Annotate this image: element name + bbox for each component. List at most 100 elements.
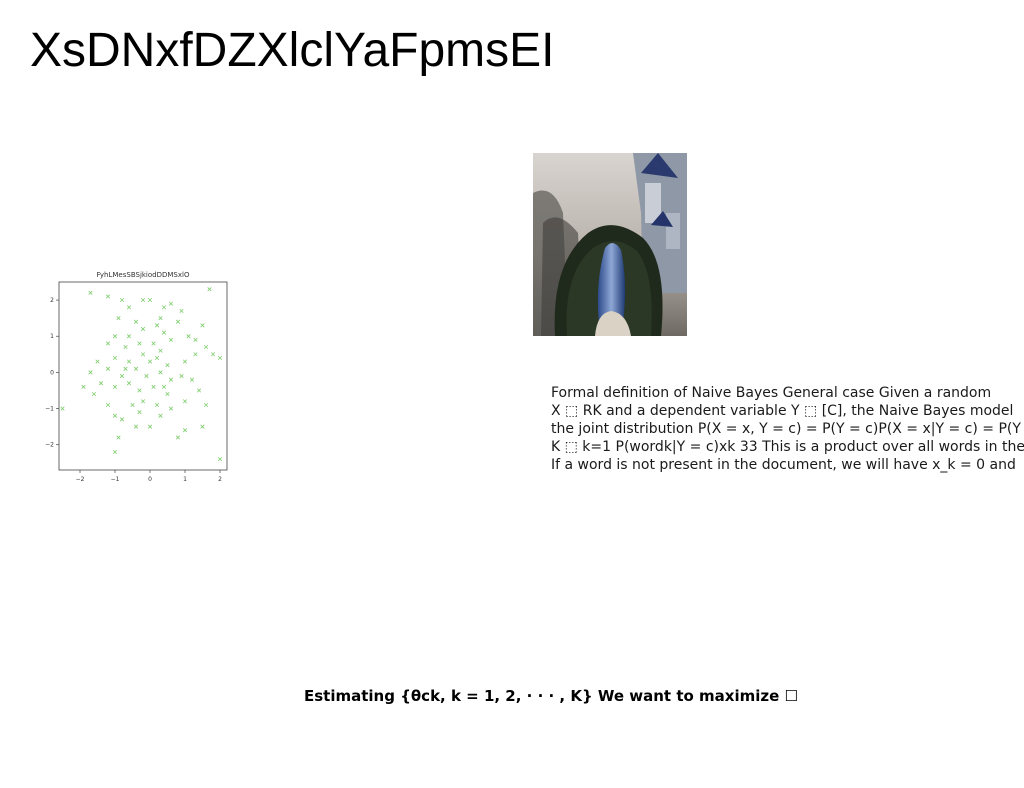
x-tick-label: 0 xyxy=(148,476,152,483)
data-point xyxy=(133,366,139,371)
data-point xyxy=(126,334,132,339)
data-point xyxy=(165,363,170,368)
data-point xyxy=(133,424,139,429)
data-point xyxy=(126,359,132,364)
data-point xyxy=(161,384,167,389)
data-point xyxy=(81,384,86,389)
data-point xyxy=(112,355,118,361)
data-point xyxy=(193,352,198,357)
data-point xyxy=(158,316,163,321)
data-point xyxy=(179,308,184,314)
paragraph-line: K ⬚ k=1 P(wordk|Y = c)xk 33 This is a pr… xyxy=(551,439,1024,455)
data-point xyxy=(189,377,195,382)
data-point xyxy=(105,294,111,299)
data-point xyxy=(140,297,146,303)
data-point xyxy=(200,323,205,328)
data-point xyxy=(133,319,139,324)
data-point xyxy=(175,319,181,324)
paragraph-line: X ⬚ RK and a dependent variable Y ⬚ [C],… xyxy=(551,403,1014,419)
data-point xyxy=(182,399,188,404)
data-point xyxy=(137,341,142,346)
data-point xyxy=(137,410,142,415)
data-point xyxy=(126,381,132,386)
data-point xyxy=(140,326,146,332)
data-point xyxy=(151,384,156,389)
data-point xyxy=(98,381,104,386)
y-tick-label: 2 xyxy=(50,297,54,304)
paragraph-line: Formal definition of Naive Bayes General… xyxy=(551,385,992,401)
data-point xyxy=(186,334,191,339)
data-points xyxy=(60,287,223,462)
data-point xyxy=(182,359,188,364)
paragraph-line: If a word is not present in the document… xyxy=(551,457,1016,473)
x-tick-label: −2 xyxy=(76,476,85,483)
data-point xyxy=(88,290,93,295)
data-point xyxy=(105,402,111,408)
data-point xyxy=(112,413,118,418)
y-tick-label: 0 xyxy=(50,369,54,376)
photo xyxy=(533,153,687,336)
data-point xyxy=(91,391,97,397)
data-point xyxy=(112,449,118,455)
data-point xyxy=(105,366,111,371)
data-point xyxy=(161,305,167,310)
data-point xyxy=(119,297,125,303)
data-point xyxy=(161,330,167,335)
data-point xyxy=(116,316,121,321)
data-point xyxy=(147,297,153,303)
data-point xyxy=(203,402,209,408)
slide-title: XsDNxfDZXlclYaFpmsEI xyxy=(30,24,555,77)
data-point xyxy=(196,388,202,393)
estimating-heading: Estimating {θck, k = 1, 2, · · · , K} We… xyxy=(304,687,798,705)
data-point xyxy=(88,370,93,375)
data-point xyxy=(95,359,100,364)
data-point xyxy=(105,341,111,346)
data-point xyxy=(123,344,128,350)
paragraph: Formal definition of Naive Bayes General… xyxy=(551,384,1024,474)
chart-title: FyhLMesSBSjkiodDDMSxlO xyxy=(97,271,190,279)
data-point xyxy=(137,388,142,393)
data-point xyxy=(165,391,170,397)
y-tick-label: 1 xyxy=(50,333,54,340)
data-point xyxy=(182,428,188,433)
data-point xyxy=(168,301,174,306)
data-point xyxy=(154,323,160,328)
data-point xyxy=(168,377,174,382)
data-point xyxy=(217,355,223,361)
x-tick-label: 1 xyxy=(183,476,187,483)
data-point xyxy=(151,341,156,346)
paragraph-line: the joint distribution P(X = x, Y = c) =… xyxy=(551,421,1024,437)
data-point xyxy=(112,334,118,339)
data-point xyxy=(130,402,135,408)
data-point xyxy=(116,435,121,440)
data-point xyxy=(217,457,223,462)
data-point xyxy=(119,373,125,379)
data-point xyxy=(168,337,174,342)
data-point xyxy=(158,370,163,375)
axis-ticks: −2 −1 0 1 2 −2 −1 0 1 2 xyxy=(45,297,222,483)
data-point xyxy=(179,373,184,379)
plot-frame xyxy=(58,281,228,471)
data-point xyxy=(144,373,149,379)
data-point xyxy=(147,424,153,429)
data-point xyxy=(203,344,209,350)
data-point xyxy=(175,435,181,440)
data-point xyxy=(168,406,174,411)
data-point xyxy=(126,305,132,310)
data-point xyxy=(154,402,160,408)
scatter-chart-svg: FyhLMesSBSjkiodDDMSxlO −2 −1 0 1 2 −2 −1 0 1 2 xyxy=(45,271,228,483)
data-point xyxy=(60,406,65,411)
data-point xyxy=(112,384,118,389)
data-point xyxy=(119,417,125,422)
data-point xyxy=(123,366,128,371)
y-tick-label: −2 xyxy=(45,442,54,449)
data-point xyxy=(210,352,216,357)
data-point xyxy=(140,352,146,357)
data-point xyxy=(158,413,163,418)
data-point xyxy=(158,348,163,353)
data-point xyxy=(207,287,212,292)
data-point xyxy=(140,399,146,404)
photo-image xyxy=(533,153,687,336)
data-point xyxy=(200,424,205,429)
y-tick-label: −1 xyxy=(45,406,54,413)
